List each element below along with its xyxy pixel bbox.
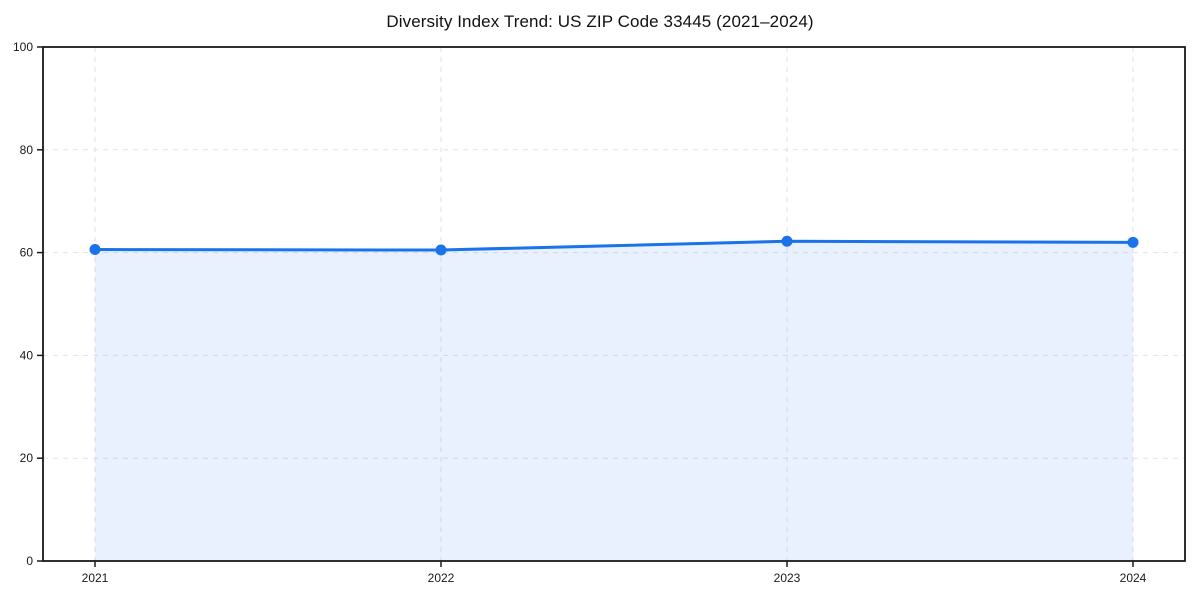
y-tick-label-0: 0 xyxy=(26,554,33,568)
x-tick-label-2024: 2024 xyxy=(1120,571,1147,585)
plot-area-border xyxy=(42,46,1186,562)
y-tick-label-40: 40 xyxy=(20,348,34,362)
trend-line-layer xyxy=(93,239,1135,252)
y-tick-label-100: 100 xyxy=(13,40,33,54)
x-tick-label-2021: 2021 xyxy=(82,571,109,585)
trend-line xyxy=(93,239,1135,252)
data-point-2023 xyxy=(781,235,793,247)
plot-border xyxy=(42,46,1186,562)
y-tick-label-60: 60 xyxy=(20,246,34,260)
x-tick-label-2023: 2023 xyxy=(774,571,801,585)
area-fill-layer xyxy=(95,241,1133,562)
chart-title: Diversity Index Trend: US ZIP Code 33445… xyxy=(386,12,814,31)
data-point-2021 xyxy=(89,244,101,256)
data-points xyxy=(89,235,1139,256)
area-fill xyxy=(95,241,1133,562)
y-tick-label-80: 80 xyxy=(20,143,34,157)
data-point-2022 xyxy=(435,244,447,256)
y-tick-label-20: 20 xyxy=(20,451,34,465)
x-axis-ticks: 2021 2022 2023 2024 xyxy=(82,561,1147,585)
data-point-2024 xyxy=(1127,236,1139,248)
x-tick-label-2022: 2022 xyxy=(428,571,455,585)
y-axis-ticks: 0 20 40 60 80 100 xyxy=(13,40,43,568)
